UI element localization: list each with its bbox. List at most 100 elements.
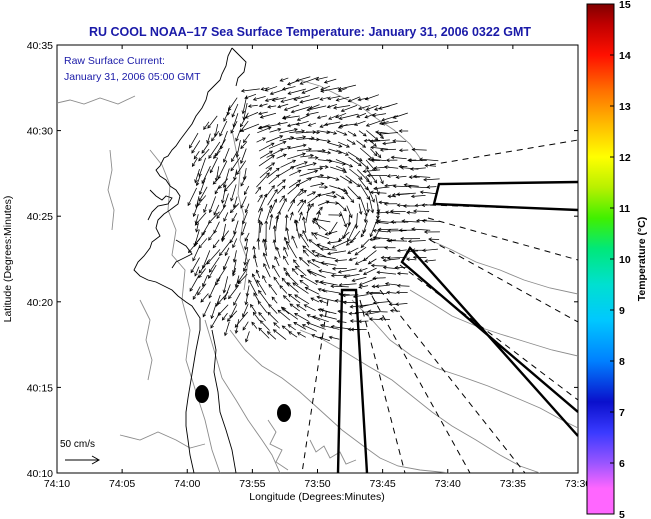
current-vector-head: [280, 306, 285, 311]
current-vector-head: [378, 106, 383, 110]
current-vector: [364, 213, 367, 223]
current-vector: [387, 256, 408, 259]
current-vector: [346, 193, 354, 203]
current-vector-head: [213, 211, 217, 216]
current-vector-head: [282, 153, 287, 158]
current-vector: [339, 283, 357, 286]
current-vector: [279, 195, 285, 203]
current-vector: [233, 250, 237, 263]
current-vector-head: [349, 304, 354, 309]
current-vector: [236, 160, 247, 175]
current-vector-head: [362, 144, 367, 148]
current-vector: [245, 112, 259, 119]
current-vector-head: [259, 194, 263, 199]
current-vector-head: [286, 282, 291, 286]
current-vector: [257, 208, 263, 222]
current-vector: [346, 139, 356, 145]
current-vector-head: [303, 161, 308, 165]
current-vector: [258, 312, 266, 321]
current-vector: [267, 331, 277, 340]
current-vector-head: [216, 278, 220, 283]
current-vector: [363, 267, 377, 275]
current-vector-head: [227, 107, 232, 112]
current-vector: [256, 172, 270, 188]
current-vector-head: [342, 300, 347, 305]
current-vector: [310, 297, 320, 303]
current-vector-head: [342, 235, 346, 240]
colorbar-tick-label: 5: [619, 509, 625, 519]
current-vector-head: [379, 317, 384, 321]
current-vector-head: [356, 183, 361, 188]
current-vector-head: [209, 169, 214, 174]
current-vector: [302, 324, 317, 332]
current-vector-head: [192, 296, 197, 300]
x-tick-label: 74:05: [109, 478, 135, 490]
current-vector-head: [335, 114, 340, 119]
current-vector: [266, 205, 272, 221]
current-vector: [338, 84, 356, 90]
current-vector-head: [244, 301, 249, 306]
current-vector: [415, 204, 428, 207]
current-vector-head: [368, 291, 373, 296]
current-vector-head: [338, 237, 342, 242]
current-vector: [276, 247, 281, 258]
colorbar-ticks: 15 14 13 12 11 10 9 8 7 6 5: [610, 0, 631, 519]
current-vector: [218, 178, 229, 189]
dashed-transect: [301, 299, 329, 473]
current-vector: [244, 247, 249, 265]
current-vector: [315, 280, 327, 286]
current-vector: [214, 185, 220, 194]
current-vector-head: [200, 298, 205, 303]
current-vector: [359, 196, 368, 216]
current-vector: [338, 87, 347, 92]
current-vector-head: [260, 87, 265, 91]
current-vector-head: [282, 295, 287, 299]
current-vector-head: [415, 218, 420, 223]
current-vector: [265, 135, 283, 143]
current-vector-head: [365, 123, 370, 127]
current-vector-head: [302, 249, 307, 254]
current-vector: [288, 136, 306, 140]
current-vector-head: [231, 158, 235, 163]
current-vector: [198, 186, 208, 202]
current-vector-head: [275, 215, 279, 220]
current-vector-head: [419, 190, 424, 195]
current-vector-head: [307, 203, 311, 207]
current-vector-head: [208, 220, 212, 224]
current-vector-head: [258, 289, 262, 294]
current-vector-head: [272, 329, 277, 333]
current-vector: [331, 274, 351, 277]
current-vector: [224, 247, 230, 256]
current-vector-head: [198, 173, 202, 178]
current-vector-head: [374, 107, 378, 111]
current-vector-head: [327, 96, 332, 101]
current-vector: [348, 96, 361, 102]
current-vector-head: [367, 260, 372, 265]
current-vector: [335, 193, 345, 200]
current-vector: [257, 301, 268, 313]
current-vector-head: [244, 115, 249, 119]
current-vector-head: [198, 269, 203, 274]
current-vector: [198, 259, 210, 274]
current-vector: [296, 76, 311, 82]
current-vector-head: [314, 169, 319, 174]
current-vector: [253, 292, 259, 302]
current-vector: [208, 229, 217, 241]
current-vector-head: [395, 302, 399, 307]
current-vector-head: [370, 263, 375, 268]
current-vector: [324, 78, 337, 84]
current-vector: [244, 185, 250, 195]
current-vector: [365, 159, 376, 171]
current-vector: [305, 203, 310, 224]
current-vector: [340, 211, 347, 228]
current-vector-head: [369, 237, 373, 242]
current-vector-head: [274, 188, 278, 193]
current-vector: [272, 97, 287, 101]
current-vector: [206, 133, 211, 144]
current-vector: [208, 283, 217, 299]
current-vector-head: [320, 89, 325, 93]
current-vector: [328, 148, 342, 154]
current-vector-head: [283, 267, 287, 272]
current-vector-head: [310, 202, 314, 207]
